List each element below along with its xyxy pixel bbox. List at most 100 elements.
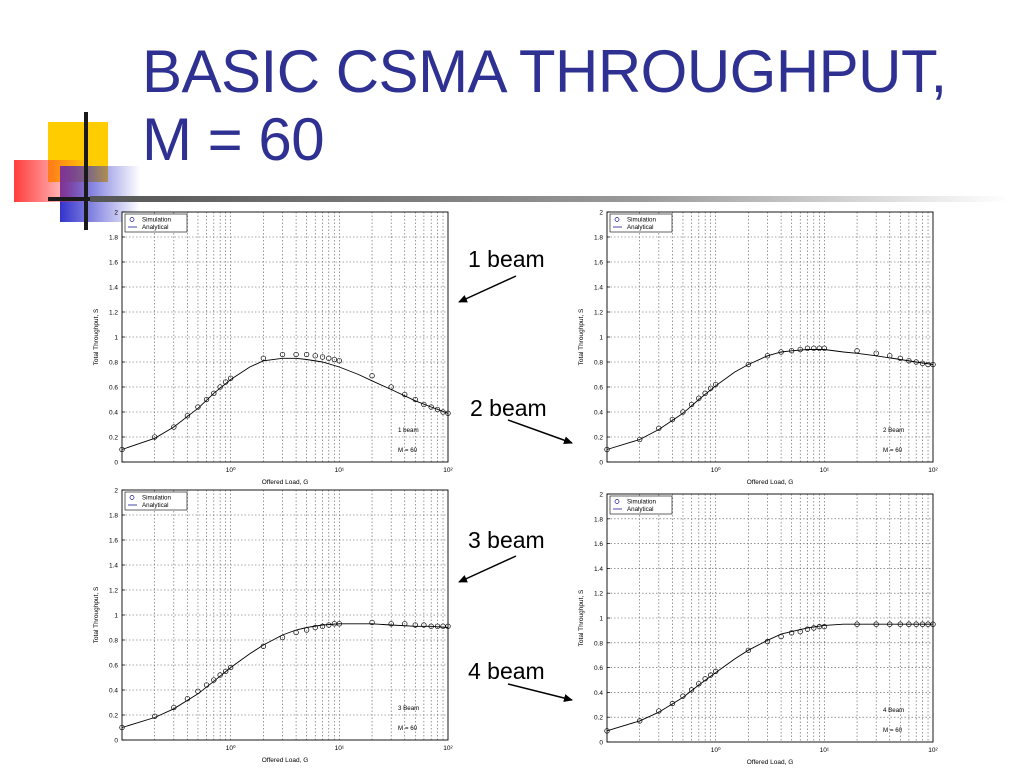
y-tick-label: 1.4	[594, 566, 603, 573]
legend-label-simulation: Simulation	[142, 217, 171, 224]
simulation-point	[434, 406, 441, 413]
simulation-point	[260, 355, 267, 361]
x-axis-label: Offered Load, G	[262, 479, 309, 486]
y-tick-label: 1.8	[109, 513, 118, 520]
simulation-point	[336, 621, 342, 627]
y-tick-label: 0.2	[594, 435, 603, 442]
y-tick-label: 2	[114, 488, 118, 495]
simulation-point	[656, 708, 662, 714]
y-tick-label: 0.4	[594, 410, 603, 417]
legend-label-analytical: Analytical	[142, 502, 168, 509]
simulation-point	[326, 355, 332, 361]
y-tick-label: 1.4	[594, 285, 603, 292]
y-tick-label: 0.2	[109, 435, 118, 442]
simulation-point	[428, 404, 434, 410]
simulation-point	[897, 355, 903, 361]
y-tick-label: 0.2	[594, 715, 603, 722]
y-tick-label: 1.6	[594, 260, 603, 267]
simulation-point	[680, 693, 686, 699]
y-tick-label: 1	[114, 335, 118, 342]
simulation-point	[873, 350, 879, 356]
simulation-point	[778, 633, 784, 640]
simulation-point	[788, 348, 795, 354]
arrow-2-beam	[507, 419, 573, 445]
simulation-point	[745, 361, 752, 368]
simulation-point	[669, 700, 676, 707]
plot-area	[607, 494, 933, 742]
x-tick-label: 10²	[443, 745, 453, 752]
simulation-point	[445, 623, 451, 629]
y-tick-label: 1.4	[109, 285, 118, 292]
y-tick-label: 2	[114, 210, 118, 217]
simulation-point	[702, 390, 708, 396]
annotation-m: M = 60	[883, 727, 903, 734]
x-tick-label: 10¹	[820, 747, 830, 754]
y-tick-label: 0	[114, 460, 118, 467]
x-axis-label: Offered Load, G	[747, 759, 794, 766]
y-tick-label: 0	[114, 738, 118, 745]
simulation-point	[421, 401, 427, 408]
simulation-point	[279, 634, 286, 641]
simulation-point	[713, 381, 719, 388]
annotation-beams: 1 beam	[398, 427, 419, 434]
simulation-point	[195, 688, 201, 694]
simulation-point	[669, 416, 676, 423]
simulation-point	[440, 409, 446, 415]
simulation-point	[331, 356, 338, 363]
simulation-point	[412, 622, 418, 628]
plot-area	[122, 490, 448, 740]
y-tick-label: 1.2	[109, 588, 118, 595]
annotation-beams: 3 Beam	[398, 705, 419, 712]
legend-marker-simulation	[129, 217, 135, 222]
x-tick-label: 10⁰	[711, 466, 721, 474]
simulation-point	[604, 728, 610, 734]
simulation-point	[119, 446, 125, 453]
y-tick-label: 0.6	[109, 385, 118, 392]
y-tick-label: 0	[599, 740, 603, 747]
simulation-point	[708, 672, 714, 678]
simulation-point	[656, 425, 662, 431]
deco-red-square	[14, 160, 92, 202]
simulation-point	[804, 345, 811, 351]
y-axis-label: Total Throughput, S	[93, 308, 100, 365]
simulation-point	[293, 351, 299, 358]
deco-horizontal-bar	[48, 197, 128, 201]
callout-3-beam: 3 beam	[468, 527, 545, 553]
simulation-point	[887, 621, 893, 627]
simulation-point	[203, 396, 210, 403]
simulation-point	[428, 623, 434, 629]
simulation-point	[223, 379, 229, 385]
simulation-point	[925, 621, 931, 627]
simulation-point	[919, 621, 926, 627]
simulation-point	[152, 713, 158, 719]
simulation-point	[217, 672, 223, 678]
legend-label-analytical: Analytical	[142, 224, 168, 231]
legend-marker-simulation	[129, 495, 135, 500]
y-tick-label: 1	[599, 616, 603, 623]
simulation-point	[696, 681, 702, 687]
simulation-point	[816, 345, 823, 351]
simulation-point	[821, 345, 827, 351]
y-tick-label: 0.8	[109, 638, 118, 645]
simulation-point	[293, 629, 299, 636]
legend-box	[124, 213, 188, 233]
simulation-point	[788, 630, 795, 636]
simulation-point	[688, 401, 695, 408]
annotation-beams: 4 Beam	[883, 707, 904, 714]
simulation-point	[402, 391, 408, 398]
simulation-point	[930, 361, 936, 368]
simulation-point	[195, 404, 201, 410]
chart-3-beam: 0 0.2 0.4 0.6 0.8 1 1.2 1.4 1.6 1.8 2 10⁰ 10¹ 10² Offe…	[93, 488, 454, 765]
simulation-point	[764, 353, 771, 359]
simulation-point	[312, 624, 318, 631]
simulation-point	[171, 424, 177, 430]
simulation-point	[402, 621, 408, 627]
simulation-point	[930, 621, 936, 627]
simulation-point	[388, 384, 394, 390]
simulation-point	[913, 359, 919, 365]
y-tick-label: 1.8	[594, 235, 603, 242]
simulation-point	[326, 622, 332, 628]
